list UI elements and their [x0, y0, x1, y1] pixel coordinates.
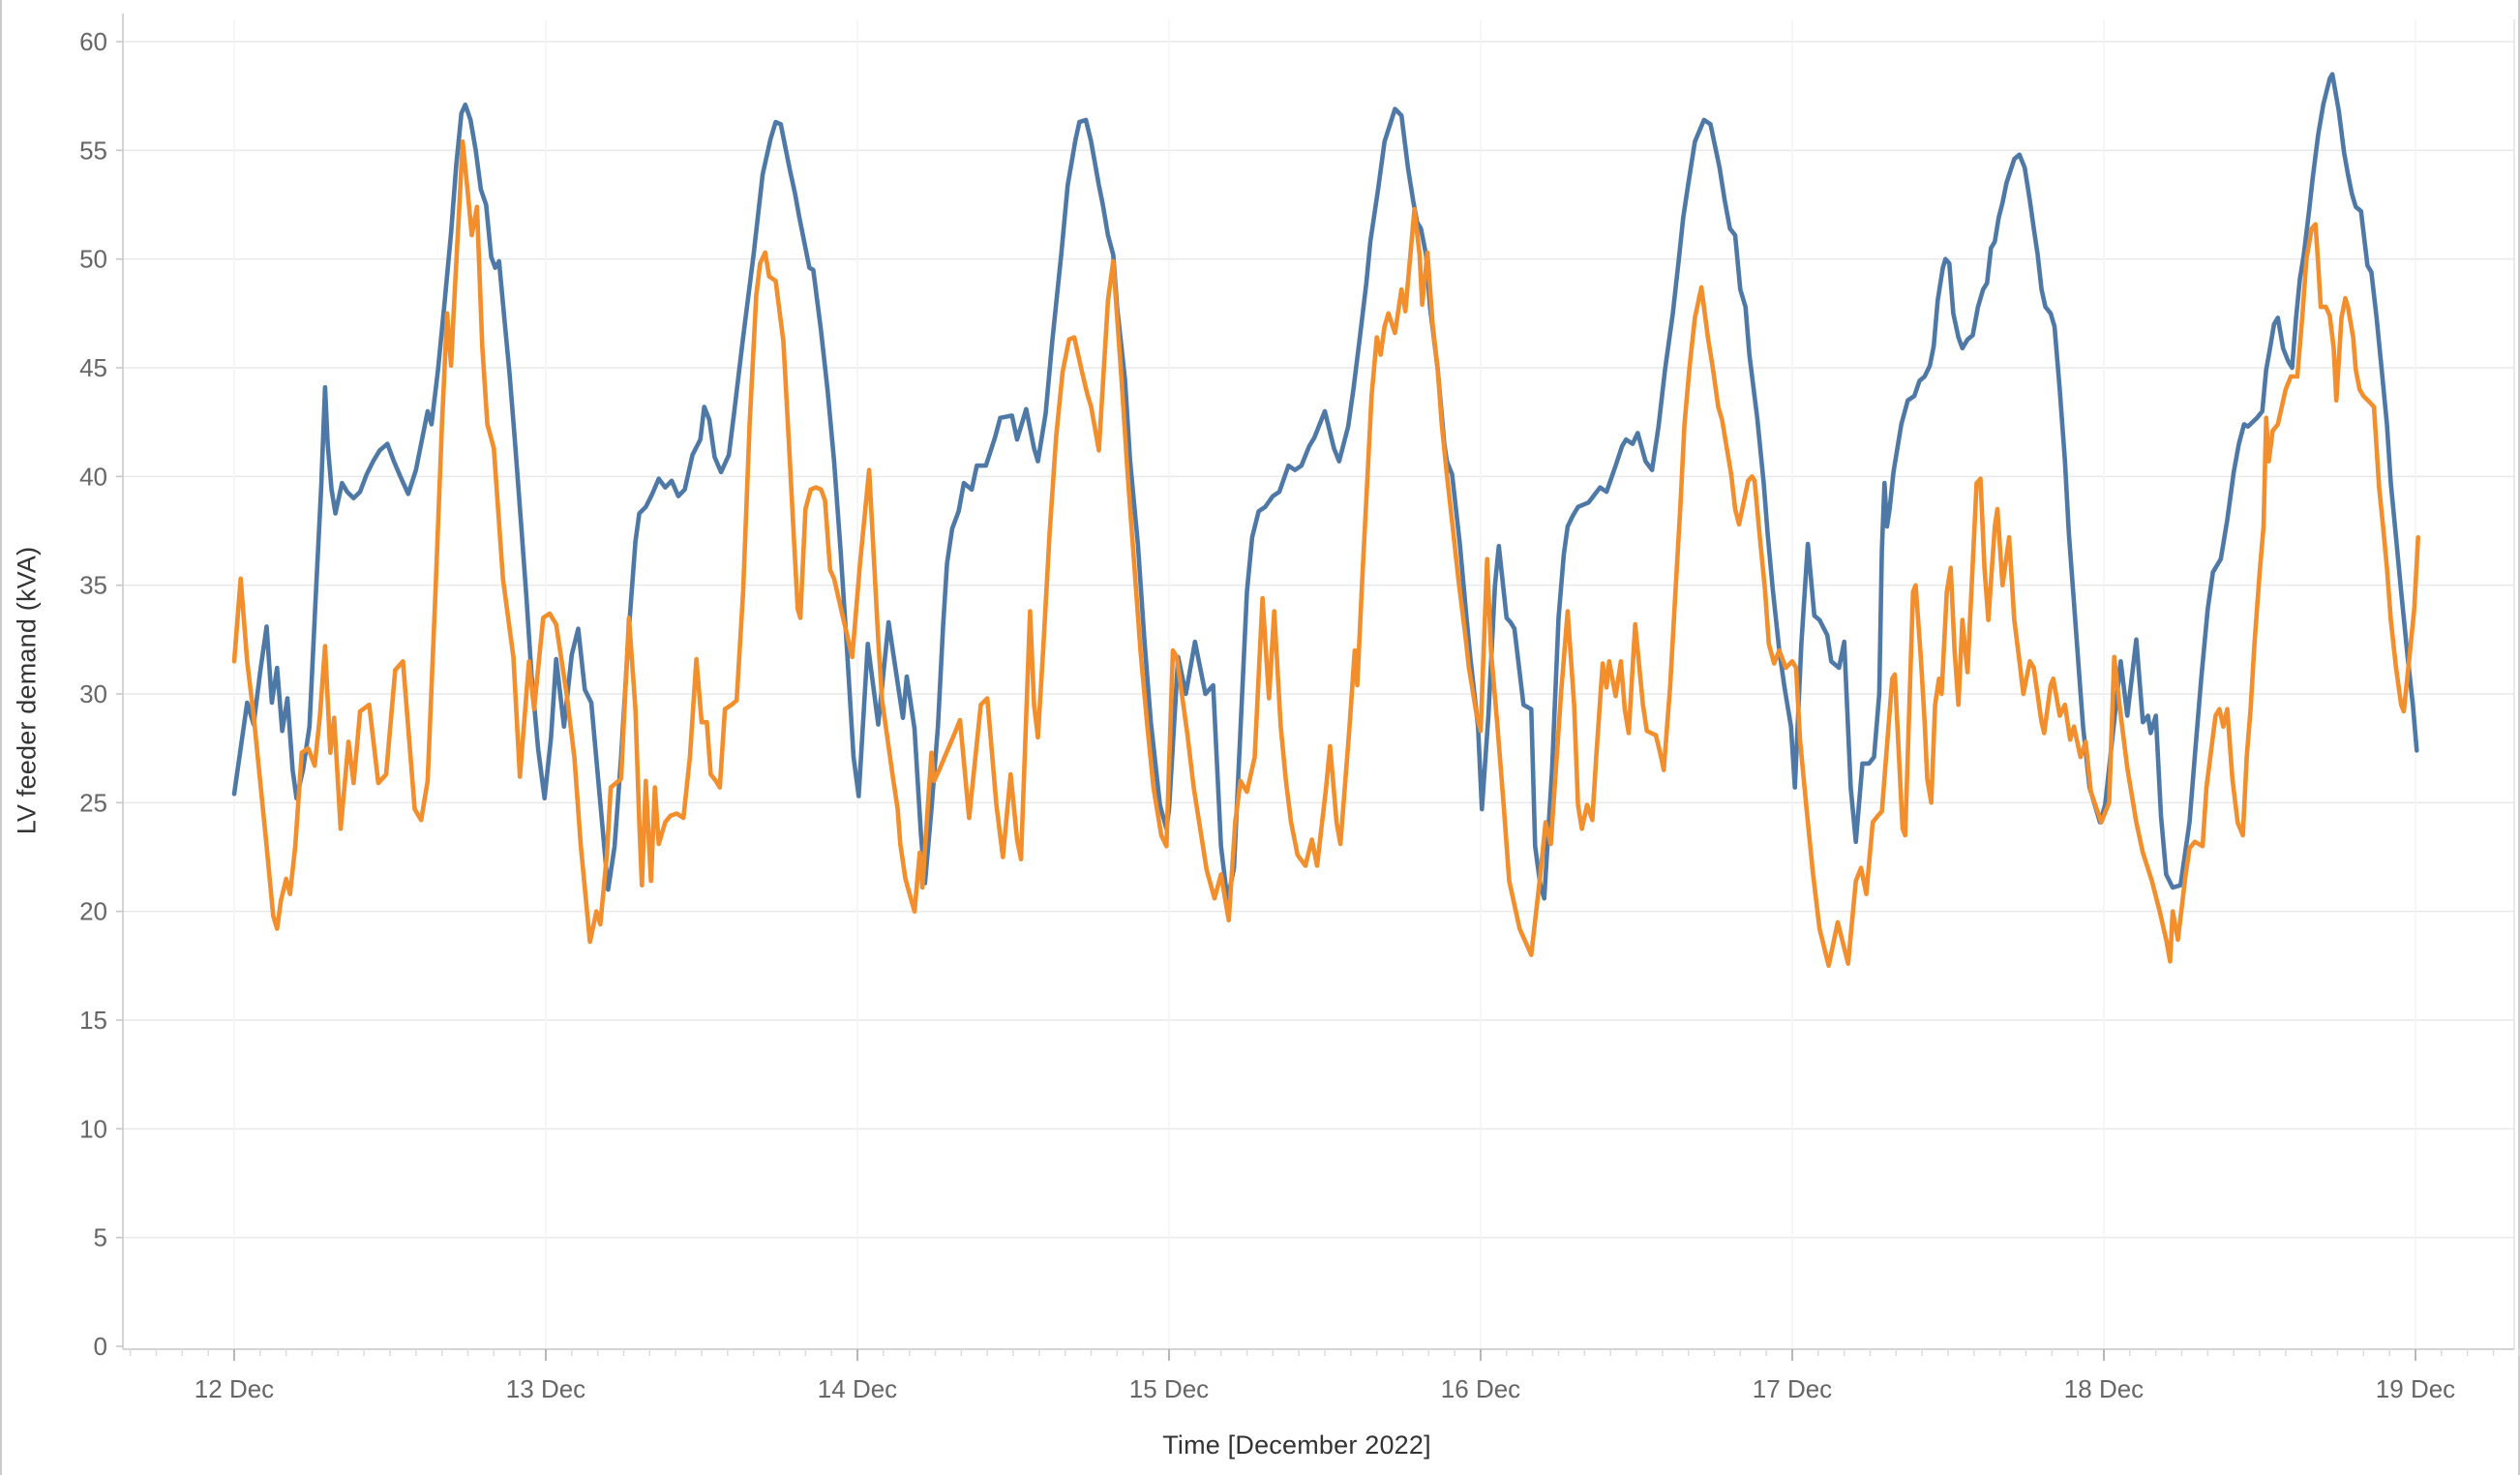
y-tick-label: 50 — [79, 245, 107, 274]
x-axis-title: Time [December 2022] — [1162, 1430, 1431, 1460]
series-orange-line[interactable] — [231, 139, 2420, 969]
x-tick-label: 16 Dec — [1441, 1374, 1520, 1403]
x-tick-label: 17 Dec — [1753, 1374, 1832, 1403]
x-tick-label: 13 Dec — [506, 1374, 585, 1403]
gridlines — [123, 19, 2515, 1349]
x-tick-label: 12 Dec — [195, 1374, 274, 1403]
y-tick-label: 20 — [79, 897, 107, 926]
y-tick-label: 60 — [79, 27, 107, 56]
y-tick-label: 55 — [79, 135, 107, 165]
x-tick-label: 15 Dec — [1129, 1374, 1209, 1403]
x-tick-label: 19 Dec — [2376, 1374, 2455, 1403]
y-tick-label: 30 — [79, 679, 107, 708]
y-tick-label: 35 — [79, 571, 107, 600]
x-tick-label: 14 Dec — [818, 1374, 897, 1403]
series-blue-line[interactable] — [231, 72, 2419, 903]
axes — [116, 14, 2520, 1361]
y-tick-label: 40 — [79, 462, 107, 491]
y-tick-label: 45 — [79, 353, 107, 382]
axis-tick-labels: 0 5 10 15 20 25 30 35 40 45 50 55 60 12 Dec 13 Dec 14 D… — [79, 27, 2455, 1403]
window-border-left — [0, 0, 2, 1475]
y-tick-label: 0 — [94, 1332, 107, 1361]
y-axis-title: LV feeder demand (kVA) — [12, 546, 42, 835]
y-tick-label: 25 — [79, 788, 107, 817]
y-tick-label: 10 — [79, 1114, 107, 1143]
window-border-right — [2518, 0, 2520, 1475]
x-tick-label: 18 Dec — [2064, 1374, 2144, 1403]
y-tick-label: 15 — [79, 1006, 107, 1035]
y-tick-label: 5 — [94, 1223, 107, 1252]
series-lines — [231, 72, 2420, 969]
